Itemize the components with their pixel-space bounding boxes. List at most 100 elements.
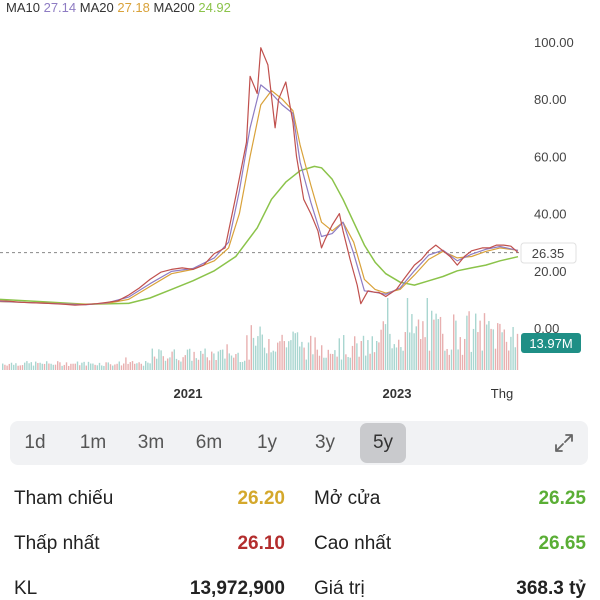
low-label: Thấp nhất bbox=[14, 533, 100, 554]
volume-bar bbox=[285, 347, 288, 370]
volume-bar bbox=[74, 363, 76, 370]
volume-bar bbox=[389, 333, 391, 370]
volume-bar bbox=[413, 333, 415, 370]
y-tick-label: 80.00 bbox=[534, 92, 567, 107]
volume-bar bbox=[393, 344, 395, 370]
volume-bar bbox=[197, 359, 200, 370]
volume-bar bbox=[272, 350, 274, 370]
volume-bar bbox=[433, 319, 435, 370]
volume-bar bbox=[24, 362, 26, 370]
timeframe-3y-button[interactable]: 3y bbox=[314, 432, 336, 453]
volume-bar bbox=[241, 361, 244, 370]
volume-bar bbox=[131, 361, 134, 370]
volume-bar bbox=[332, 353, 334, 370]
volume-bar bbox=[204, 348, 206, 370]
volume-bar bbox=[37, 362, 39, 370]
volume-bar bbox=[87, 361, 90, 370]
y-axis-labels: 100.00 80.00 60.00 40.00 20.00 0.00 bbox=[534, 35, 574, 336]
volume-bar bbox=[290, 340, 292, 370]
price-chart[interactable]: 100.00 80.00 60.00 40.00 20.00 0.00 2021 2023 T… bbox=[0, 0, 600, 405]
x-tick-label: 2023 bbox=[383, 386, 412, 401]
open-label: Mở cửa bbox=[314, 488, 381, 509]
volume-bar bbox=[365, 355, 367, 370]
volume-bar bbox=[277, 342, 279, 370]
timeframe-1d-button[interactable]: 1d bbox=[24, 432, 46, 453]
chart-canvas[interactable]: 100.00 80.00 60.00 40.00 20.00 0.00 2021 2023 T… bbox=[0, 0, 600, 405]
volume-bar bbox=[481, 350, 483, 370]
volume-bars bbox=[2, 298, 519, 370]
volume-bar bbox=[116, 363, 118, 370]
volume-bar bbox=[246, 335, 248, 370]
volume-bar bbox=[422, 321, 424, 370]
volume-bar bbox=[59, 362, 61, 370]
timeframe-1y-button[interactable]: 1y bbox=[256, 432, 278, 453]
volume-bar bbox=[171, 351, 173, 370]
volume-bar bbox=[178, 360, 180, 370]
volume-bar bbox=[125, 357, 127, 370]
volume-bar bbox=[514, 347, 516, 370]
volume-bar bbox=[85, 365, 87, 370]
volume-bar bbox=[448, 354, 450, 370]
volume-bar bbox=[338, 338, 340, 370]
volume-bar bbox=[395, 347, 398, 370]
ma10-value: 27.14 bbox=[43, 0, 77, 15]
volume-bar bbox=[103, 365, 105, 370]
volume-bar bbox=[288, 341, 290, 370]
volume-bar bbox=[354, 336, 356, 370]
volume-bar bbox=[30, 362, 32, 370]
expand-icon[interactable] bbox=[552, 431, 576, 455]
volume-bar bbox=[184, 355, 186, 370]
volume-stat-value: 13,972,900 bbox=[189, 578, 285, 599]
volume-bar bbox=[70, 363, 72, 370]
volume-bar bbox=[114, 364, 116, 370]
volume-bar bbox=[94, 364, 96, 370]
volume-stat-label: KL bbox=[14, 578, 38, 599]
volume-bar bbox=[61, 365, 63, 370]
volume-tag: 13.97M bbox=[521, 333, 581, 353]
current-price-tag: 26.35 bbox=[520, 242, 577, 264]
volume-bar bbox=[230, 355, 233, 370]
volume-bar bbox=[307, 342, 310, 370]
volume-bar bbox=[169, 357, 171, 370]
volume-bar bbox=[72, 363, 74, 370]
volume-bar bbox=[8, 363, 10, 370]
volume-bar bbox=[343, 335, 345, 370]
volume-bar bbox=[369, 353, 371, 370]
volume-bar bbox=[325, 357, 327, 370]
volume-bar bbox=[316, 349, 318, 370]
volume-bar bbox=[499, 323, 501, 370]
volume-bar bbox=[63, 364, 65, 370]
volume-bar bbox=[237, 352, 239, 370]
volume-bar bbox=[358, 356, 360, 370]
volume-bar bbox=[257, 336, 259, 370]
volume-bar bbox=[310, 335, 312, 370]
volume-bar bbox=[211, 351, 213, 370]
volume-bar bbox=[54, 364, 57, 370]
volume-bar bbox=[373, 352, 376, 370]
volume-bar bbox=[472, 328, 475, 370]
volume-bar bbox=[83, 361, 85, 370]
timeframe-6m-button[interactable]: 6m bbox=[195, 432, 223, 453]
low-value: 26.10 bbox=[237, 533, 285, 554]
reference-value: 26.20 bbox=[237, 488, 285, 509]
timeframe-5y-button[interactable]: 5y bbox=[360, 423, 406, 463]
volume-bar bbox=[96, 365, 98, 370]
volume-bar bbox=[512, 326, 514, 370]
price-series-line bbox=[0, 47, 519, 306]
volume-bar bbox=[173, 349, 175, 370]
volume-bar bbox=[428, 350, 431, 370]
ma20-name: MA20 bbox=[79, 0, 114, 15]
volume-bar bbox=[259, 326, 261, 370]
volume-bar bbox=[431, 310, 433, 370]
volume-bar bbox=[182, 357, 184, 370]
y-tick-label: 20.00 bbox=[534, 264, 567, 279]
volume-bar bbox=[6, 365, 8, 370]
volume-bar bbox=[208, 360, 211, 370]
volume-bar bbox=[180, 361, 182, 370]
volume-bar bbox=[378, 342, 380, 370]
timeframe-3m-button[interactable]: 3m bbox=[137, 432, 165, 453]
volume-bar bbox=[409, 332, 411, 370]
timeframe-1m-button[interactable]: 1m bbox=[79, 432, 107, 453]
volume-bar bbox=[101, 365, 103, 370]
volume-bar bbox=[145, 361, 147, 370]
